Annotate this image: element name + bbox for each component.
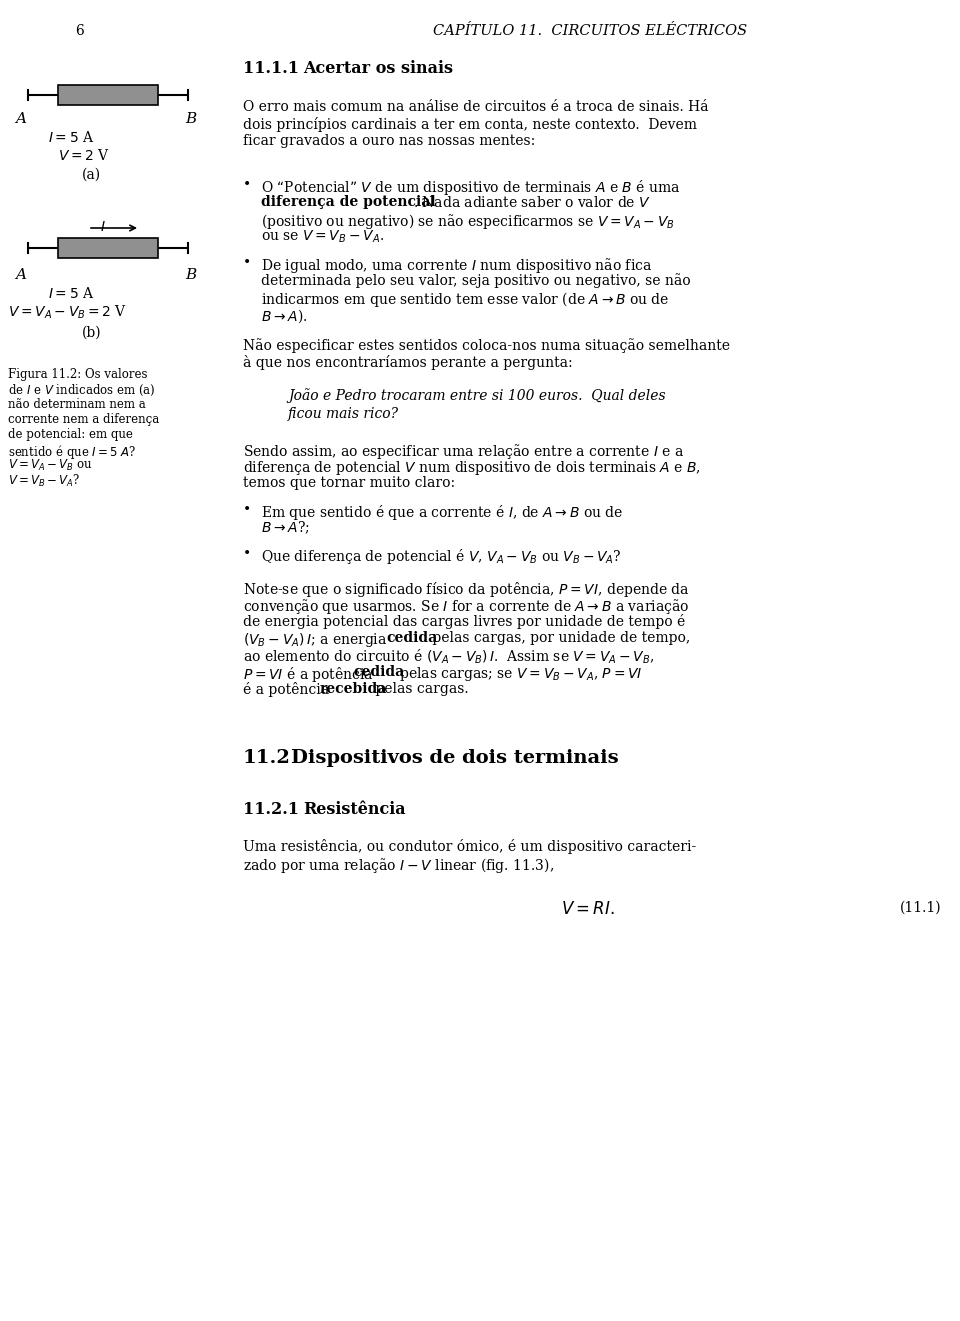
Text: zado por uma relação $I - V$ linear (fig. 11.3),: zado por uma relação $I - V$ linear (fig… <box>243 856 554 875</box>
Bar <box>58 85 158 104</box>
Text: . Nada adiante saber o valor de $V$: . Nada adiante saber o valor de $V$ <box>413 196 651 210</box>
Text: pelas cargas, por unidade de tempo,: pelas cargas, por unidade de tempo, <box>428 631 690 645</box>
Text: $I$: $I$ <box>100 221 106 234</box>
Text: dois princípios cardinais a ter em conta, neste contexto.  Devem: dois princípios cardinais a ter em conta… <box>243 118 697 132</box>
Text: $B \rightarrow A$?;: $B \rightarrow A$?; <box>261 520 310 536</box>
Text: Resistência: Resistência <box>303 801 406 818</box>
Text: $V = 2$ V: $V = 2$ V <box>58 148 110 162</box>
Text: (positivo ou negativo) se não especificarmos se $V = V_A - V_B$: (positivo ou negativo) se não especifica… <box>261 211 675 231</box>
Text: $P = VI$ é a potência: $P = VI$ é a potência <box>243 664 374 684</box>
Text: B: B <box>185 112 196 125</box>
Text: de energia potencial das cargas livres por unidade de tempo é: de energia potencial das cargas livres p… <box>243 614 685 629</box>
Text: à que nos encontraríamos perante a pergunta:: à que nos encontraríamos perante a pergu… <box>243 355 572 370</box>
Text: Acertar os sinais: Acertar os sinais <box>303 59 453 77</box>
Text: temos que tornar muito claro:: temos que tornar muito claro: <box>243 476 455 490</box>
Text: $V = RI.$: $V = RI.$ <box>562 901 614 918</box>
Text: Uma resistência, ou condutor ómico, é um dispositivo caracteri-: Uma resistência, ou condutor ómico, é um… <box>243 839 696 853</box>
Text: corrente nem a diferença: corrente nem a diferença <box>8 413 159 425</box>
Text: ao elemento do circuito é $(V_A - V_B)\,I$.  Assim se $V = V_A - V_B$,: ao elemento do circuito é $(V_A - V_B)\,… <box>243 649 655 666</box>
Text: diferença de potencial: diferença de potencial <box>261 196 436 209</box>
Text: cedida: cedida <box>386 631 437 645</box>
Text: determinada pelo seu valor, seja positivo ou negativo, se não: determinada pelo seu valor, seja positiv… <box>261 273 690 288</box>
Text: Em que sentido é que a corrente é $I$, de $A \rightarrow B$ ou de: Em que sentido é que a corrente é $I$, d… <box>261 503 623 522</box>
Text: de $I$ e $V$ indicados em (a): de $I$ e $V$ indicados em (a) <box>8 383 156 398</box>
Text: 11.2.1: 11.2.1 <box>243 801 299 818</box>
Text: sentido é que $I = 5$ $A$?: sentido é que $I = 5$ $A$? <box>8 443 136 461</box>
Text: $V = V_A - V_B = 2$ V: $V = V_A - V_B = 2$ V <box>8 304 127 321</box>
Text: De igual modo, uma corrente $I$ num dispositivo não fica: De igual modo, uma corrente $I$ num disp… <box>261 256 652 275</box>
Text: Que diferença de potencial é $V$, $V_A - V_B$ ou $V_B - V_A$?: Que diferença de potencial é $V$, $V_A -… <box>261 547 622 565</box>
Text: $(V_B - V_A)\,I$; a energia: $(V_B - V_A)\,I$; a energia <box>243 631 388 649</box>
Text: convenção que usarmos. Se $I$ for a corrente de $A \rightarrow B$ a variação: convenção que usarmos. Se $I$ for a corr… <box>243 597 689 616</box>
Text: O erro mais comum na análise de circuitos é a troca de sinais. Há: O erro mais comum na análise de circuito… <box>243 100 708 114</box>
Text: diferença de potencial $V$ num dispositivo de dois terminais $A$ e $B$,: diferença de potencial $V$ num dispositi… <box>243 458 701 477</box>
Text: pelas cargas; se $V = V_B-V_A$, $P = VI$: pelas cargas; se $V = V_B-V_A$, $P = VI$ <box>395 664 642 683</box>
Text: pelas cargas.: pelas cargas. <box>371 682 468 696</box>
Text: Sendo assim, ao especificar uma relação entre a corrente $I$ e a: Sendo assim, ao especificar uma relação … <box>243 443 684 461</box>
Text: Figura 11.2: Os valores: Figura 11.2: Os valores <box>8 369 148 380</box>
Text: 11.2: 11.2 <box>243 749 291 768</box>
Text: •: • <box>243 256 252 269</box>
Text: ou se $V = V_B - V_A$.: ou se $V = V_B - V_A$. <box>261 229 384 246</box>
Text: 11.1.1: 11.1.1 <box>243 59 299 77</box>
Text: João e Pedro trocaram entre si 100 euros.  Qual deles: João e Pedro trocaram entre si 100 euros… <box>288 388 665 403</box>
Text: A: A <box>15 112 26 125</box>
Text: B: B <box>185 268 196 281</box>
Text: $B \rightarrow A$).: $B \rightarrow A$). <box>261 306 307 325</box>
Text: Note-se que o significado físico da potência, $P = VI$, depende da: Note-se que o significado físico da potê… <box>243 580 690 598</box>
Text: ficar gravados a ouro nas nossas mentes:: ficar gravados a ouro nas nossas mentes: <box>243 133 536 148</box>
Text: (a): (a) <box>82 168 101 182</box>
Text: Dispositivos de dois terminais: Dispositivos de dois terminais <box>291 749 618 768</box>
Text: $V = V_B - V_A$?: $V = V_B - V_A$? <box>8 473 81 489</box>
Text: ficou mais rico?: ficou mais rico? <box>288 407 399 421</box>
Text: indicarmos em que sentido tem esse valor (de $A \rightarrow B$ ou de: indicarmos em que sentido tem esse valor… <box>261 291 669 309</box>
Text: recebida: recebida <box>320 682 388 696</box>
Text: $V = V_A - V_B$ ou: $V = V_A - V_B$ ou <box>8 458 93 473</box>
Text: (11.1): (11.1) <box>900 901 942 915</box>
Text: Não especificar estes sentidos coloca-nos numa situação semelhante: Não especificar estes sentidos coloca-no… <box>243 338 730 353</box>
Text: CAPÍTULO 11.  CIRCUITOS ELÉCTRICOS: CAPÍTULO 11. CIRCUITOS ELÉCTRICOS <box>433 24 747 38</box>
Bar <box>58 238 158 258</box>
Text: é a potência: é a potência <box>243 682 333 697</box>
Text: •: • <box>243 178 252 192</box>
Text: não determinam nem a: não determinam nem a <box>8 398 146 411</box>
Text: cedida: cedida <box>353 664 404 679</box>
Text: •: • <box>243 547 252 561</box>
Text: 6: 6 <box>75 24 84 38</box>
Text: $I = 5$ A: $I = 5$ A <box>48 287 94 301</box>
Text: (b): (b) <box>82 326 102 339</box>
Text: •: • <box>243 503 252 517</box>
Text: de potencial: em que: de potencial: em que <box>8 428 132 441</box>
Text: O “Potencial” $V$ de um dispositivo de terminais $A$ e $B$ é uma: O “Potencial” $V$ de um dispositivo de t… <box>261 178 681 197</box>
Text: $I = 5$ A: $I = 5$ A <box>48 129 94 145</box>
Text: A: A <box>15 268 26 281</box>
